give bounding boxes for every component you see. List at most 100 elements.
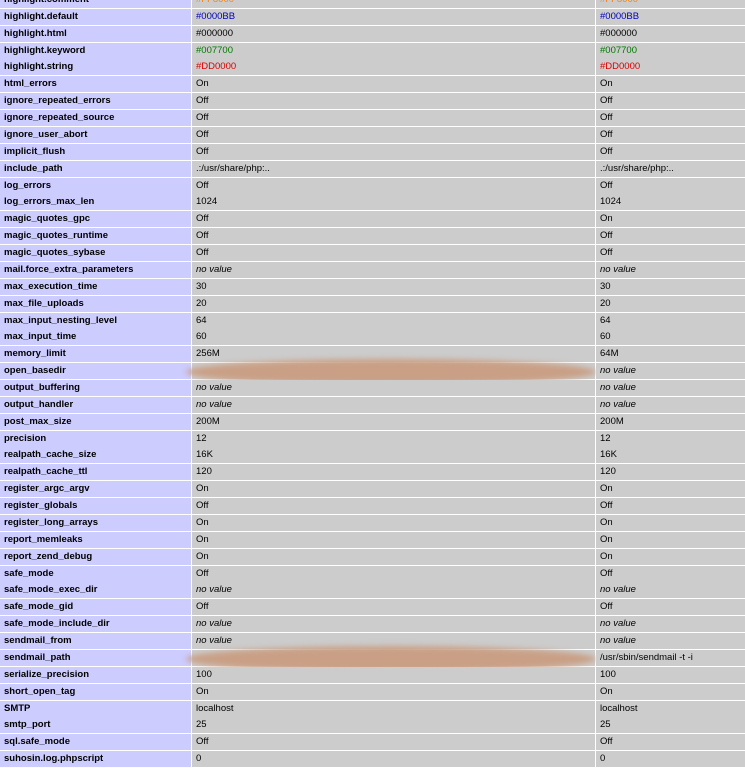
master-value: 120 [596, 464, 745, 481]
table-row: precision 12 12 [0, 430, 745, 447]
local-value: Off [192, 245, 595, 262]
directive-name: include_path [0, 160, 191, 177]
directive-name: max_input_time [0, 329, 191, 346]
table-row: log_errors Off Off [0, 177, 745, 194]
directive-name: highlight.string [0, 59, 191, 76]
local-value: #FF8000 [192, 0, 595, 8]
table-row: ignore_user_abort Off Off [0, 126, 745, 143]
local-value: Off [192, 143, 595, 160]
local-value: Off [192, 211, 595, 228]
local-value: localhost [192, 700, 595, 717]
local-value: 12 [192, 430, 595, 447]
table-row: realpath_cache_ttl 120 120 [0, 464, 745, 481]
table-row: safe_mode_gid Off Off [0, 599, 745, 616]
master-value: On [596, 211, 745, 228]
local-value: Off [192, 599, 595, 616]
table-row: ignore_repeated_source Off Off [0, 110, 745, 127]
master-value: On [596, 76, 745, 93]
local-value: On [192, 76, 595, 93]
master-value: 64M [596, 346, 745, 363]
master-value: Off [596, 126, 745, 143]
table-row: safe_mode_include_dir no value no value [0, 616, 745, 633]
local-value: On [192, 548, 595, 565]
master-value: 64 [596, 312, 745, 329]
table-row: implicit_flush Off Off [0, 143, 745, 160]
master-value: 25 [596, 717, 745, 734]
table-row: max_execution_time 30 30 [0, 278, 745, 295]
table-row: short_open_tag On On [0, 683, 745, 700]
directive-name: max_execution_time [0, 278, 191, 295]
directive-name: register_globals [0, 498, 191, 515]
directive-name: realpath_cache_ttl [0, 464, 191, 481]
directive-name: safe_mode [0, 565, 191, 582]
table-row: highlight.comment#FF8000#FF8000 [0, 0, 745, 8]
master-value: On [596, 683, 745, 700]
master-value: 30 [596, 278, 745, 295]
master-value: 16K [596, 447, 745, 464]
master-value: On [596, 481, 745, 498]
directive-name: highlight.keyword [0, 42, 191, 59]
master-value: 1024 [596, 194, 745, 211]
directive-name: safe_mode_include_dir [0, 616, 191, 633]
directive-name: report_zend_debug [0, 548, 191, 565]
local-value: 0 [192, 751, 595, 768]
local-value: no value [192, 582, 595, 599]
master-value: Off [596, 93, 745, 110]
directive-name: magic_quotes_gpc [0, 211, 191, 228]
table-row: report_memleaks On On [0, 531, 745, 548]
directive-name: magic_quotes_sybase [0, 245, 191, 262]
local-value: #007700 [192, 42, 595, 59]
directive-name: short_open_tag [0, 683, 191, 700]
master-value: On [596, 548, 745, 565]
master-value: no value [596, 396, 745, 413]
local-value: 200M [192, 413, 595, 430]
master-value: Off [596, 110, 745, 127]
table-row: sendmail_path/usr/sbin/sendmail -t -i [0, 645, 745, 672]
directive-name: html_errors [0, 76, 191, 93]
local-value: Off [192, 177, 595, 194]
master-value: no value [596, 582, 745, 599]
directive-name: max_input_nesting_level [0, 312, 191, 329]
directive-name: log_errors_max_len [0, 194, 191, 211]
local-value: On [192, 481, 595, 498]
master-value: no value [596, 363, 745, 380]
local-value: Off [192, 565, 595, 582]
local-value: On [192, 514, 595, 531]
local-value: 1024 [192, 194, 595, 211]
table-row: realpath_cache_size 16K 16K [0, 447, 745, 464]
directive-name: implicit_flush [0, 143, 191, 160]
master-value: #DD0000 [596, 59, 745, 76]
master-value: On [596, 514, 745, 531]
local-value: Off [192, 110, 595, 127]
master-value: Off [596, 498, 745, 515]
master-value: 20 [596, 295, 745, 312]
local-value: 100 [192, 666, 595, 683]
master-value: no value [596, 261, 745, 278]
directive-name: mail.force_extra_parameters [0, 261, 191, 278]
table-row: safe_mode Off Off [0, 565, 745, 582]
directive-name: precision [0, 430, 191, 447]
local-value: #DD0000 [192, 59, 595, 76]
table-row: safe_mode_exec_dir no value no value [0, 582, 745, 599]
local-value [186, 359, 596, 386]
local-value: no value [192, 380, 595, 396]
master-value: 60 [596, 329, 745, 346]
local-value: On [192, 531, 595, 548]
directive-name: max_file_uploads [0, 295, 191, 312]
table-row: suhosin.log.phpscript 0 0 [0, 751, 745, 768]
directive-name: sql.safe_mode [0, 734, 191, 751]
master-value: #007700 [596, 42, 745, 59]
directive-name: safe_mode_gid [0, 599, 191, 616]
local-value: Off [192, 734, 595, 751]
local-value: no value [192, 396, 595, 413]
local-value: 25 [192, 717, 595, 734]
directive-name: report_memleaks [0, 531, 191, 548]
local-value: 60 [192, 329, 595, 346]
directive-name: memory_limit [0, 346, 191, 363]
local-value: Off [192, 93, 595, 110]
table-row: report_zend_debug On On [0, 548, 745, 565]
table-row: highlight.string #DD0000 #DD0000 [0, 59, 745, 76]
table-row: ignore_repeated_errors Off Off [0, 93, 745, 110]
